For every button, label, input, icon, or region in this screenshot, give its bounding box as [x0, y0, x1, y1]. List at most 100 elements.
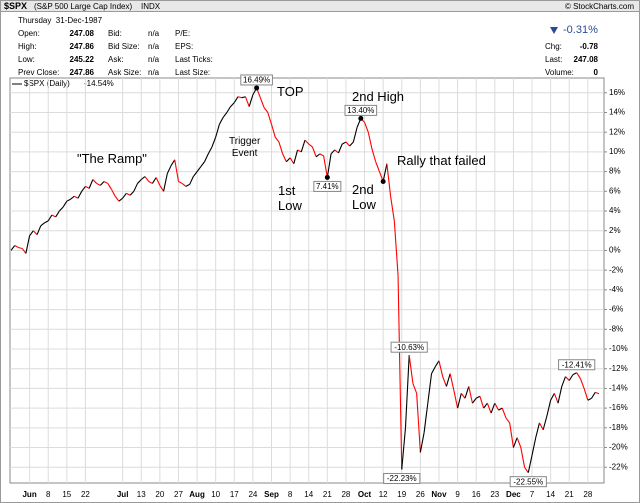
line-segment — [483, 402, 488, 409]
y-tick-label: 0% — [609, 246, 621, 255]
line-segment — [181, 183, 187, 187]
line-segment — [531, 437, 537, 456]
line-segment — [308, 143, 313, 148]
line-segment — [393, 220, 399, 276]
point-marker — [324, 174, 330, 180]
quote-label: Last: — [545, 55, 563, 64]
y-tick-label: 8% — [609, 167, 621, 176]
x-tick-label: 26 — [416, 490, 425, 499]
line-segment — [204, 153, 209, 162]
line-segment — [382, 163, 388, 182]
line-segment — [215, 124, 220, 138]
x-tick-label: 28 — [341, 490, 350, 499]
x-tick-label: 14 — [546, 490, 555, 499]
line-segment — [438, 360, 444, 377]
quote-value: n/a — [148, 55, 160, 64]
line-segment — [200, 161, 205, 168]
line-segment — [114, 195, 120, 202]
annotation: TOP — [277, 84, 304, 99]
value-label-box — [383, 473, 421, 484]
x-tick-label: 22 — [81, 490, 90, 499]
line-segment — [96, 182, 101, 186]
line-segment — [133, 183, 139, 192]
line-segment — [110, 189, 116, 197]
line-segment — [524, 466, 529, 473]
line-segment — [118, 197, 123, 202]
line-segment — [77, 191, 83, 199]
line-segment — [99, 181, 105, 186]
line-segment — [47, 214, 53, 222]
legend-value: -14.54% — [84, 79, 114, 88]
line-segment — [36, 225, 42, 235]
line-segment — [512, 437, 518, 448]
line-segment — [297, 149, 302, 153]
annotation: Rally that failed — [397, 153, 486, 168]
line-segment — [475, 395, 481, 399]
line-segment — [129, 190, 135, 196]
value-label: 7.41% — [316, 182, 339, 191]
line-segment — [367, 132, 373, 150]
quote-date: Thursday 31-Dec-1987 — [18, 16, 103, 25]
x-tick-label: 8 — [46, 490, 51, 499]
quote-label: Bid: — [108, 29, 122, 38]
line-segment — [505, 417, 511, 424]
line-segment — [557, 386, 563, 404]
line-segment — [233, 96, 239, 103]
annotation: 2nd High — [352, 89, 405, 104]
line-segment — [66, 198, 71, 202]
line-segment — [550, 393, 555, 401]
line-segment — [155, 177, 161, 186]
line-segment — [282, 153, 287, 162]
line-segment — [509, 422, 514, 448]
line-segment — [148, 180, 153, 184]
line-segment — [241, 96, 246, 99]
line-segment — [144, 176, 150, 182]
x-tick-label: 8 — [288, 490, 293, 499]
quote-value: 247.08 — [573, 55, 598, 64]
quote-value: 0 — [593, 68, 598, 77]
line-segment — [460, 392, 466, 399]
x-tick-label: Jun — [22, 490, 36, 499]
down-arrow-icon — [550, 27, 558, 34]
y-tick-label: -10% — [609, 344, 628, 353]
value-label-box — [313, 180, 342, 192]
y-tick-label: -18% — [609, 423, 628, 432]
line-segment — [189, 176, 194, 185]
line-segment — [337, 143, 343, 154]
line-segment — [326, 153, 332, 178]
line-segment — [576, 372, 581, 379]
legend-entry: $SPX (Daily) — [24, 79, 70, 88]
line-segment — [501, 407, 507, 419]
exchange: INDX — [141, 2, 161, 11]
line-segment — [107, 183, 112, 190]
line-segment — [416, 393, 421, 453]
line-segment — [85, 185, 90, 189]
y-tick-label: -22% — [609, 462, 628, 471]
line-segment — [431, 366, 436, 374]
line-segment — [211, 136, 217, 148]
line-segment — [546, 400, 552, 417]
quote-label: Last Size: — [175, 68, 211, 77]
quote-value: n/a — [148, 29, 160, 38]
line-segment — [595, 391, 600, 395]
line-segment — [285, 157, 291, 163]
line-segment — [137, 179, 142, 184]
quote-value: 245.22 — [69, 55, 94, 64]
value-label: 16.49% — [243, 76, 270, 85]
line-segment — [434, 360, 440, 368]
line-segment — [390, 196, 395, 221]
line-segment — [29, 230, 34, 236]
line-segment — [445, 373, 451, 387]
y-tick-label: 2% — [609, 226, 621, 235]
y-tick-label: -2% — [609, 265, 623, 274]
line-segment — [375, 161, 380, 172]
line-segment — [427, 373, 433, 404]
line-segment — [170, 159, 176, 166]
line-segment — [222, 112, 228, 118]
quote-label: Ask: — [108, 55, 124, 64]
x-tick-label: 23 — [490, 490, 499, 499]
point-marker — [254, 85, 260, 91]
line-segment — [55, 210, 60, 218]
line-segment — [274, 136, 280, 143]
